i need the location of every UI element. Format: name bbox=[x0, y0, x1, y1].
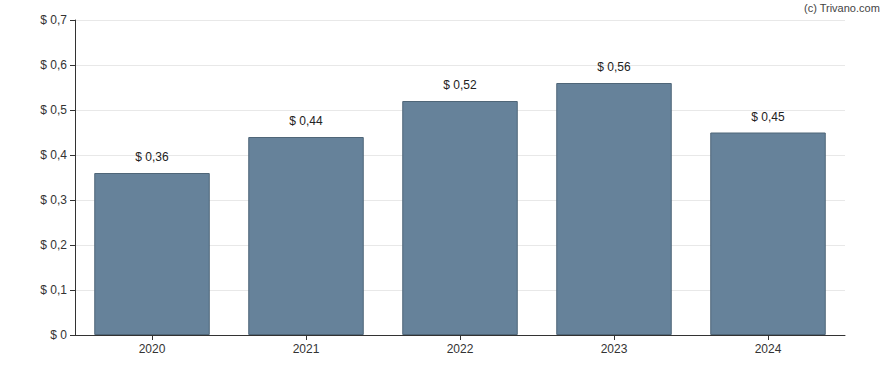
svg-text:$ 0,1: $ 0,1 bbox=[40, 283, 67, 297]
svg-text:$ 0,6: $ 0,6 bbox=[40, 58, 67, 72]
svg-text:2023: 2023 bbox=[601, 342, 628, 356]
svg-text:2021: 2021 bbox=[293, 342, 320, 356]
svg-text:2022: 2022 bbox=[447, 342, 474, 356]
svg-text:$ 0,3: $ 0,3 bbox=[40, 193, 67, 207]
svg-text:$ 0,4: $ 0,4 bbox=[40, 148, 67, 162]
svg-text:$ 0,2: $ 0,2 bbox=[40, 238, 67, 252]
svg-text:$ 0: $ 0 bbox=[50, 328, 67, 342]
svg-text:$ 0,56: $ 0,56 bbox=[597, 60, 631, 74]
svg-text:(c) Trivano.com: (c) Trivano.com bbox=[804, 2, 880, 14]
svg-text:$ 0,45: $ 0,45 bbox=[751, 110, 785, 124]
svg-text:$ 0,36: $ 0,36 bbox=[135, 150, 169, 164]
svg-text:$ 0,52: $ 0,52 bbox=[443, 78, 477, 92]
svg-text:$ 0,7: $ 0,7 bbox=[40, 13, 67, 27]
svg-text:2020: 2020 bbox=[139, 342, 166, 356]
svg-text:$ 0,5: $ 0,5 bbox=[40, 103, 67, 117]
svg-text:$ 0,44: $ 0,44 bbox=[289, 114, 323, 128]
svg-text:2024: 2024 bbox=[755, 342, 782, 356]
